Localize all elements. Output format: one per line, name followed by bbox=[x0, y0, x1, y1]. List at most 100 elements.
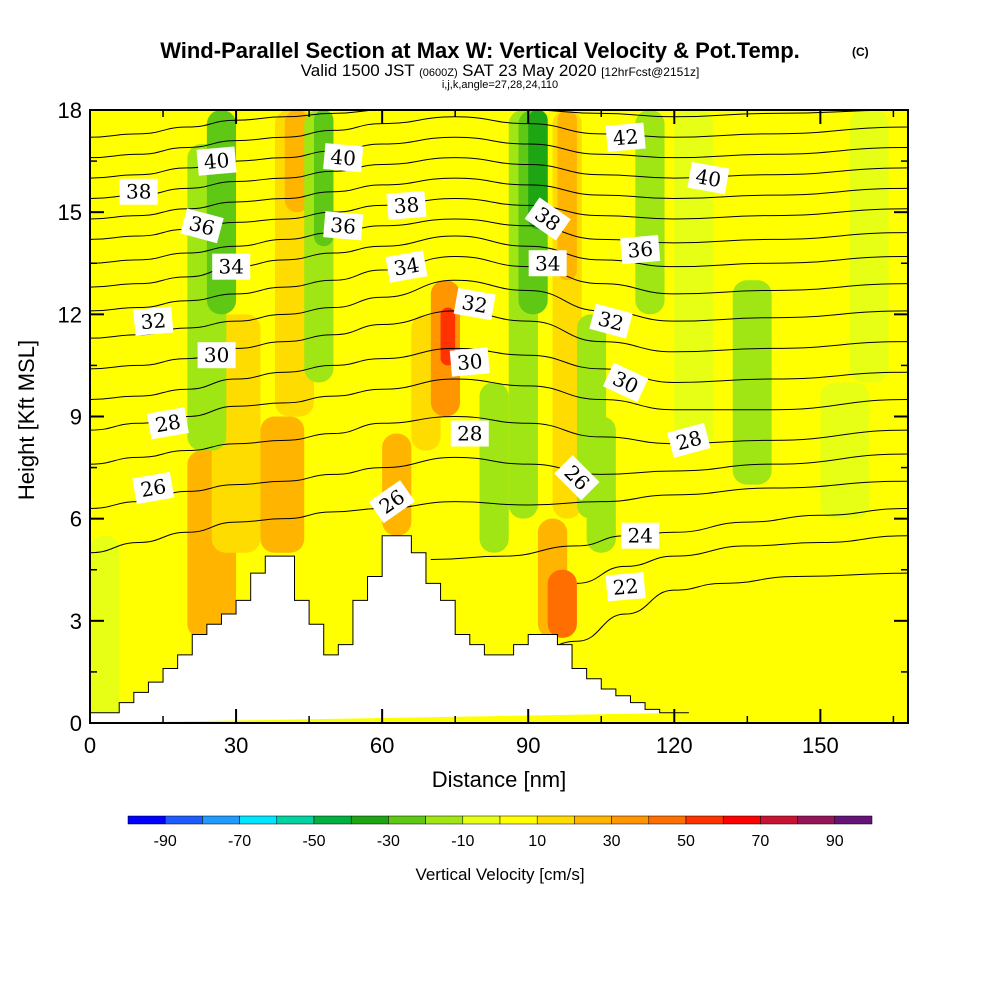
x-tick-label: 60 bbox=[370, 733, 394, 758]
contour-label-text: 36 bbox=[329, 213, 356, 239]
contour-label-text: 42 bbox=[612, 124, 639, 150]
theta-contour-line bbox=[90, 255, 908, 312]
chart-subtitle: Valid 1500 JST (0600Z) SAT 23 May 2020 [… bbox=[301, 61, 700, 80]
contour-label: 34 bbox=[385, 250, 428, 283]
velocity-cell bbox=[674, 110, 714, 451]
x-tick-label: 120 bbox=[656, 733, 693, 758]
colorbar-swatch bbox=[462, 815, 501, 825]
x-tick-label: 0 bbox=[84, 733, 96, 758]
y-tick-label: 15 bbox=[58, 200, 82, 225]
colorbar-tick-label: 10 bbox=[528, 833, 546, 850]
colorbar-swatch bbox=[760, 815, 798, 825]
contour-label: 36 bbox=[323, 211, 364, 241]
colorbar-swatch bbox=[499, 815, 538, 825]
theta-contour-line bbox=[90, 415, 908, 465]
colorbar-swatch bbox=[611, 815, 650, 825]
y-tick-label: 18 bbox=[58, 98, 82, 123]
colorbar-tick-label: -50 bbox=[302, 833, 325, 850]
colorbar-tick-label: 30 bbox=[603, 833, 621, 850]
contour-label: 40 bbox=[323, 143, 364, 173]
subtitle-date: SAT 23 May 2020 bbox=[462, 61, 597, 80]
contour-label: 26 bbox=[132, 471, 175, 505]
contour-label-text: 24 bbox=[627, 524, 652, 548]
velocity-cell bbox=[90, 535, 120, 723]
colorbar-swatch bbox=[797, 815, 836, 825]
velocity-cell bbox=[849, 110, 889, 383]
contour-label: 22 bbox=[605, 572, 646, 602]
contour-label-text: 34 bbox=[535, 251, 560, 275]
contour-label-text: 40 bbox=[203, 148, 230, 174]
x-axis-label: Distance [nm] bbox=[432, 767, 567, 792]
colorbar-tick-label: 70 bbox=[752, 833, 770, 850]
contour-label-text: 40 bbox=[329, 145, 356, 171]
theta-contour-line bbox=[90, 235, 908, 288]
colorbar bbox=[127, 815, 873, 825]
contour-label: 24 bbox=[621, 522, 660, 549]
colorbar-swatch bbox=[276, 815, 315, 825]
colorbar-swatch bbox=[574, 815, 612, 825]
contour-label: 34 bbox=[528, 250, 567, 277]
velocity-cell bbox=[557, 110, 577, 281]
theta-contour-line bbox=[90, 279, 908, 339]
theta-contour-line bbox=[90, 347, 908, 400]
terrain-mask bbox=[90, 535, 689, 723]
y-axis-label: Height [Kft MSL] bbox=[14, 340, 39, 500]
velocity-cell bbox=[547, 569, 577, 638]
contour-label: 36 bbox=[180, 208, 224, 244]
theta-contour-line bbox=[576, 535, 908, 584]
theta-contour-line bbox=[90, 177, 908, 220]
contour-label: 32 bbox=[589, 303, 633, 339]
colorbar-swatch bbox=[313, 815, 352, 825]
colorbar-tick-label: -90 bbox=[154, 833, 177, 850]
colorbar-swatch bbox=[350, 815, 389, 825]
y-tick-label: 9 bbox=[70, 405, 82, 430]
contour-label: 38 bbox=[119, 178, 158, 205]
colorbar-swatch bbox=[388, 815, 426, 825]
contour-label-text: 32 bbox=[460, 290, 489, 318]
theta-contour-line bbox=[90, 110, 908, 138]
colorbar-swatch bbox=[164, 815, 203, 825]
x-axis: 0 30 60 90 120 150 bbox=[84, 110, 895, 758]
velocity-cell bbox=[820, 382, 870, 519]
colorbar-tick-label: 50 bbox=[677, 833, 695, 850]
colorbar-swatch bbox=[685, 815, 724, 825]
contour-label-text: 34 bbox=[392, 253, 421, 281]
x-tick-label: 30 bbox=[224, 733, 248, 758]
contour-label-text: 30 bbox=[204, 343, 229, 367]
theta-contour-line bbox=[90, 480, 908, 554]
contour-label-text: 34 bbox=[218, 255, 243, 279]
contour-label: 34 bbox=[212, 253, 251, 280]
theta-contour-line bbox=[90, 453, 908, 509]
colorbar-swatch bbox=[834, 815, 873, 825]
contour-label: 42 bbox=[605, 122, 646, 152]
contour-label-text: 22 bbox=[612, 574, 639, 600]
chart-title: Wind-Parallel Section at Max W: Vertical… bbox=[160, 38, 800, 63]
contour-label: 30 bbox=[449, 347, 490, 377]
colorbar-swatch bbox=[425, 815, 464, 825]
contour-label: 32 bbox=[133, 306, 174, 336]
colorbar-tick-label: -70 bbox=[228, 833, 251, 850]
x-tick-label: 150 bbox=[802, 733, 839, 758]
velocity-cell bbox=[732, 280, 772, 485]
velocity-cell bbox=[635, 110, 665, 315]
chart-title-mark: (C) bbox=[852, 45, 869, 59]
colorbar-tick-labels: -90 -70 -50 -30 -10 10 30 50 70 90 bbox=[154, 833, 844, 850]
y-tick-label: 0 bbox=[70, 711, 82, 736]
colorbar-swatch bbox=[202, 815, 240, 825]
colorbar-tick-label: 90 bbox=[826, 833, 844, 850]
colorbar-swatch bbox=[536, 815, 575, 825]
colorbar-swatch bbox=[127, 815, 166, 825]
subtitle-utc: (0600Z) bbox=[419, 67, 458, 79]
contour-label-text: 38 bbox=[393, 192, 420, 218]
contour-label: 36 bbox=[620, 235, 661, 265]
contour-label: 30 bbox=[197, 342, 236, 369]
y-tick-label: 12 bbox=[58, 302, 82, 327]
subtitle-valid: Valid 1500 JST bbox=[301, 61, 415, 80]
contour-label: 32 bbox=[453, 288, 496, 321]
contour-label: 40 bbox=[687, 162, 730, 195]
velocity-cell bbox=[771, 586, 831, 713]
theta-contour-line bbox=[90, 116, 908, 159]
